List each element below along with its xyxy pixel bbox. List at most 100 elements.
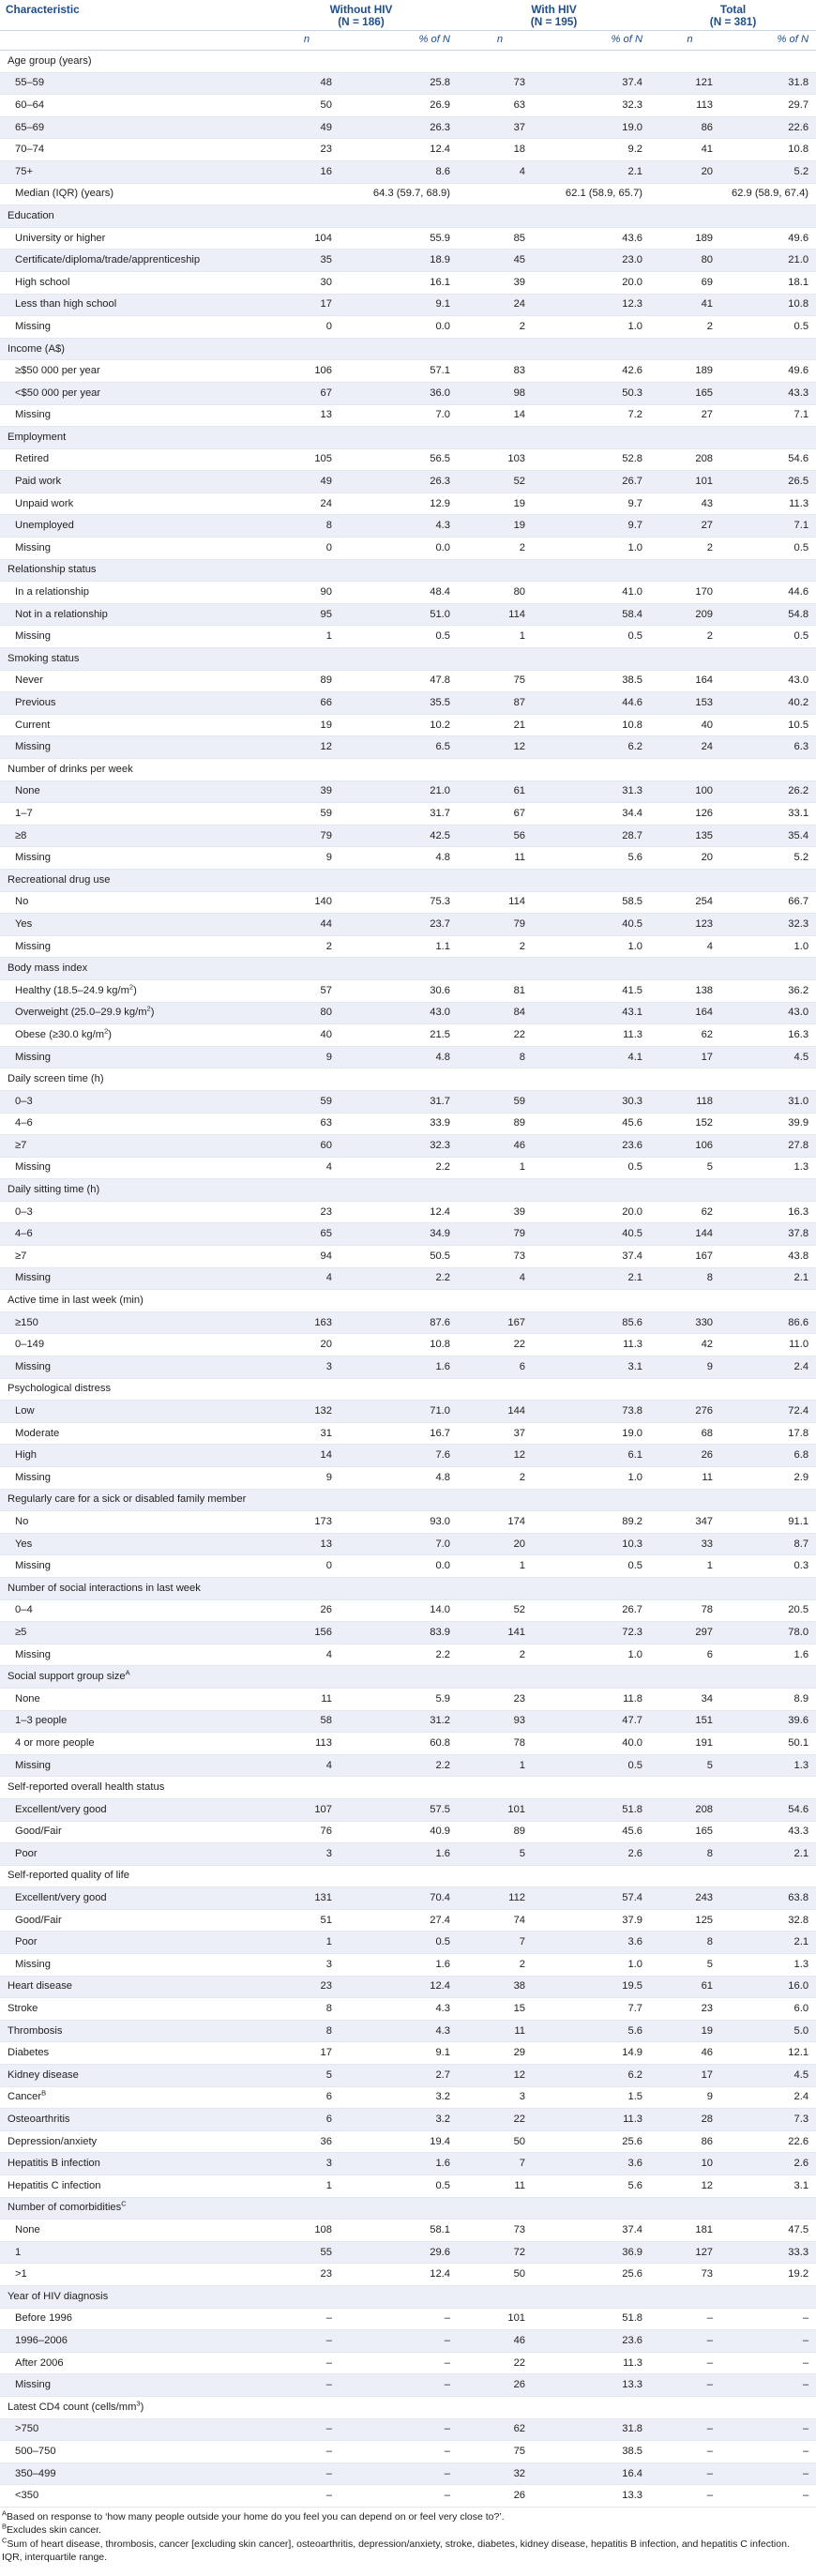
row-label: Before 1996 [0,2308,264,2331]
percent-cell: 6.8 [730,1444,816,1467]
row-label: 0–3 [0,1201,264,1224]
percent-cell: 83.9 [349,1621,459,1644]
count-cell: 21 [458,714,543,737]
percent-cell: 0.5 [542,1554,651,1578]
table-row: Missing 2 1.1 2 1.0 4 1.0 [0,935,816,959]
count-cell: 101 [458,2308,543,2331]
empty-cell [264,758,816,781]
row-label: Daily screen time (h) [0,1068,264,1091]
percent-cell: 54.6 [730,1798,816,1822]
count-cell: 164 [650,1002,731,1025]
count-cell: 11 [650,1466,731,1490]
count-cell: 62 [650,1201,731,1224]
count-cell: 101 [458,1798,543,1822]
count-cell: 3 [264,1842,349,1866]
percent-cell: 6.0 [730,1997,816,2021]
percent-cell: – [730,2440,816,2463]
count-cell: 126 [650,802,731,826]
count-cell: 58 [264,1710,349,1734]
row-label: 0–149 [0,1333,264,1357]
percent-cell: 43.0 [349,1002,459,1025]
table-row: 0–3 23 12.4 39 20.0 62 16.3 [0,1201,816,1224]
count-cell: 101 [650,470,731,493]
empty-cell [264,1068,816,1091]
footnote: ABased on response to ‘how many people o… [2,2508,505,2523]
percent-cell: 58.4 [542,603,651,627]
percent-cell: 32.3 [349,1134,459,1158]
count-cell: 2 [458,315,543,339]
table-row: Kidney disease 5 2.7 12 6.2 17 4.5 [0,2064,816,2087]
count-cell: 89 [264,670,349,693]
row-label: Missing [0,735,264,759]
count-cell: 23 [264,1201,349,1224]
percent-cell: 4.3 [349,1997,459,2021]
percent-cell: 41.0 [542,581,651,604]
count-cell: 74 [458,1909,543,1932]
count-cell: 52 [458,470,543,493]
footnote-mark: A [2,2508,8,2518]
percent-cell: 31.2 [349,1710,459,1734]
row-label: Missing [0,1466,264,1490]
count-cell: 33 [650,1533,731,1556]
row-label: Daily sitting time (h) [0,1178,264,1202]
count-cell: – [264,2484,349,2508]
row-label: Income (A$) [0,338,264,361]
count-cell: 4 [650,935,731,959]
empty-cell [264,647,816,671]
percent-cell: 16.3 [730,1201,816,1224]
footnote-mark: B [2,2522,8,2531]
count-cell: 20 [458,1533,543,1556]
table-row: Unpaid work 24 12.9 19 9.7 43 11.3 [0,492,816,516]
percent-cell: 4.3 [349,514,459,538]
count-cell: 28 [650,2108,731,2131]
count-cell: 51 [264,1909,349,1932]
percent-cell: 12.3 [542,294,651,317]
count-cell: 113 [650,94,731,117]
count-cell: – [650,2308,731,2331]
percent-cell: – [349,2440,459,2463]
percent-cell: 56.5 [349,448,459,472]
count-cell: 55 [264,2241,349,2265]
count-cell: 17 [650,1046,731,1069]
count-cell: 1 [458,625,543,649]
percent-cell: – [730,2352,816,2375]
count-cell: 181 [650,2219,731,2242]
percent-cell: – [730,2462,816,2486]
percent-cell: 10.8 [730,294,816,317]
count-cell: 1 [264,625,349,649]
empty-cell [264,50,816,73]
count-cell: 20 [264,1333,349,1357]
table-row: ≥7 60 32.3 46 23.6 106 27.8 [0,1134,816,1158]
count-cell: 9 [650,1356,731,1379]
percent-cell: 4.8 [349,1466,459,1490]
count-cell: 72 [458,2241,543,2265]
percent-cell: 11.3 [542,1333,651,1357]
count-cell: 86 [650,2130,731,2154]
count-cell: 104 [264,227,349,250]
count-cell: 12 [264,735,349,759]
row-label: ≥$50 000 per year [0,359,264,383]
row-label: 65–69 [0,116,264,140]
count-cell: 61 [650,1976,731,1999]
count-cell: 156 [264,1621,349,1644]
footnote-marker: 2 [104,1026,109,1036]
row-label: 4–6 [0,1113,264,1136]
row-label: <$50 000 per year [0,382,264,405]
percent-cell: 2.2 [349,1644,459,1667]
count-cell: 37 [458,1422,543,1446]
count-cell: 191 [650,1732,731,1755]
percent-cell: 54.6 [730,448,816,472]
percent-cell: 0.3 [730,1554,816,1578]
row-label: None [0,1688,264,1711]
percent-cell: 5.9 [349,1688,459,1711]
row-label: None [0,780,264,804]
table-row: Low 132 71.0 144 73.8 276 72.4 [0,1400,816,1423]
percent-cell: 29.6 [349,2241,459,2265]
table-row: 0–3 59 31.7 59 30.3 118 31.0 [0,1090,816,1114]
count-cell: 80 [264,1002,349,1025]
percent-cell: 71.0 [349,1400,459,1423]
row-label: Body mass index [0,957,264,980]
percent-cell: 1.0 [542,1644,651,1667]
percent-cell: 7.2 [542,404,651,428]
count-cell: 114 [458,891,543,915]
